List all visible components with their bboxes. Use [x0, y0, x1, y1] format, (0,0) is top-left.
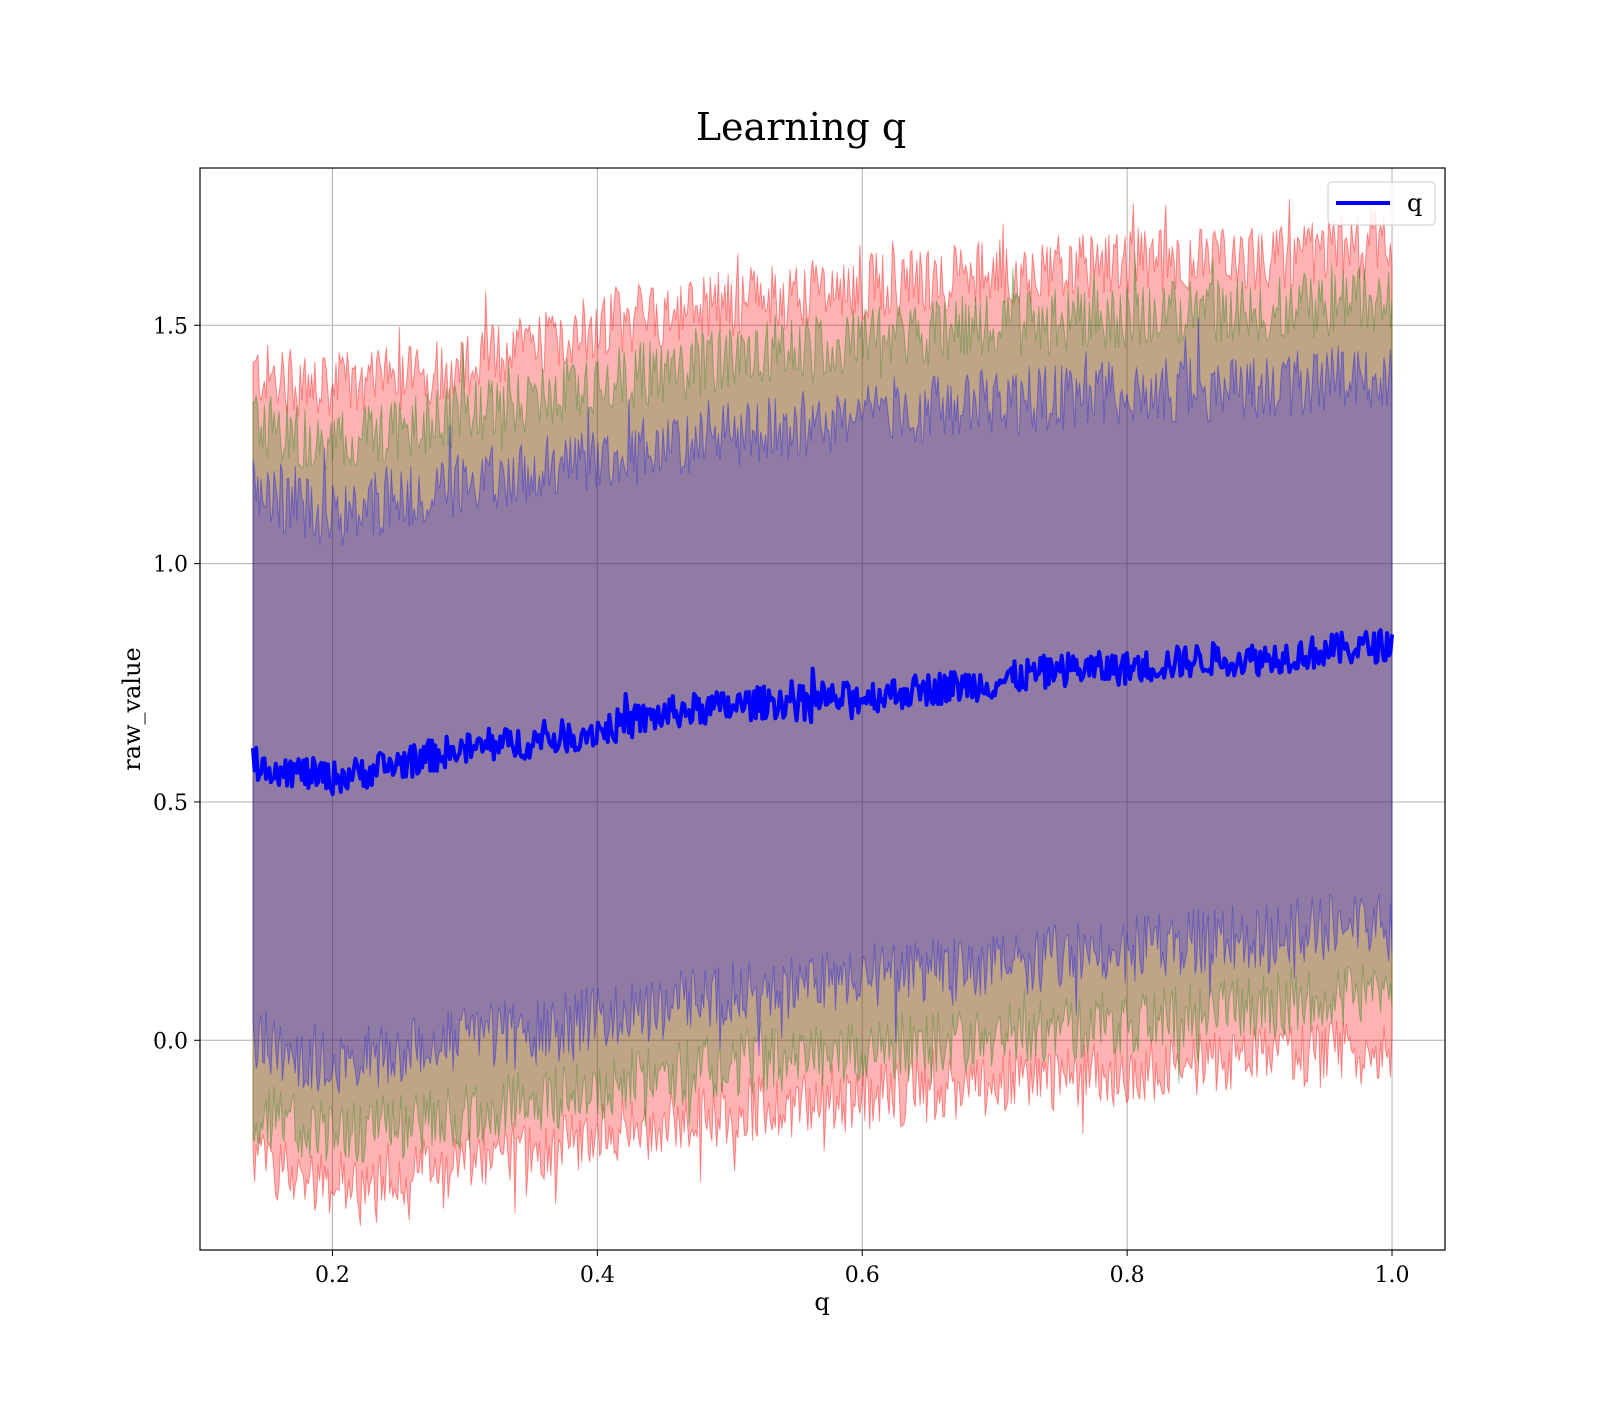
- y-tick-label: 1.0: [153, 553, 188, 578]
- grid: [200, 168, 1445, 1250]
- x-axis: 0.2 0.4 0.6 0.8 1.0: [315, 1250, 1410, 1288]
- band-2: [252, 252, 1393, 1163]
- x-tick-label: 1.0: [1375, 1263, 1410, 1288]
- x-axis-label: q: [814, 1288, 829, 1316]
- x-tick-label: 0.8: [1110, 1263, 1145, 1288]
- band-1: [252, 198, 1393, 1226]
- y-axis: 0.0 0.5 1.0 1.5: [153, 314, 200, 1054]
- chart-title: Learning q: [696, 105, 906, 149]
- y-tick-label: 0.0: [153, 1029, 188, 1054]
- bands: [252, 198, 1393, 1226]
- legend: q: [1327, 181, 1436, 226]
- y-axis-label: raw_value: [118, 647, 146, 771]
- series: [251, 628, 1394, 797]
- x-tick-label: 0.2: [315, 1263, 350, 1288]
- y-tick-label: 1.5: [153, 314, 188, 339]
- plot-frame: [199, 167, 1446, 1251]
- series-line-q: [251, 628, 1394, 797]
- x-tick-label: 0.4: [580, 1263, 615, 1288]
- x-tick-label: 0.6: [845, 1263, 880, 1288]
- y-tick-label: 0.5: [153, 791, 188, 816]
- legend-label: q: [1407, 189, 1422, 217]
- band-3: [252, 318, 1393, 1094]
